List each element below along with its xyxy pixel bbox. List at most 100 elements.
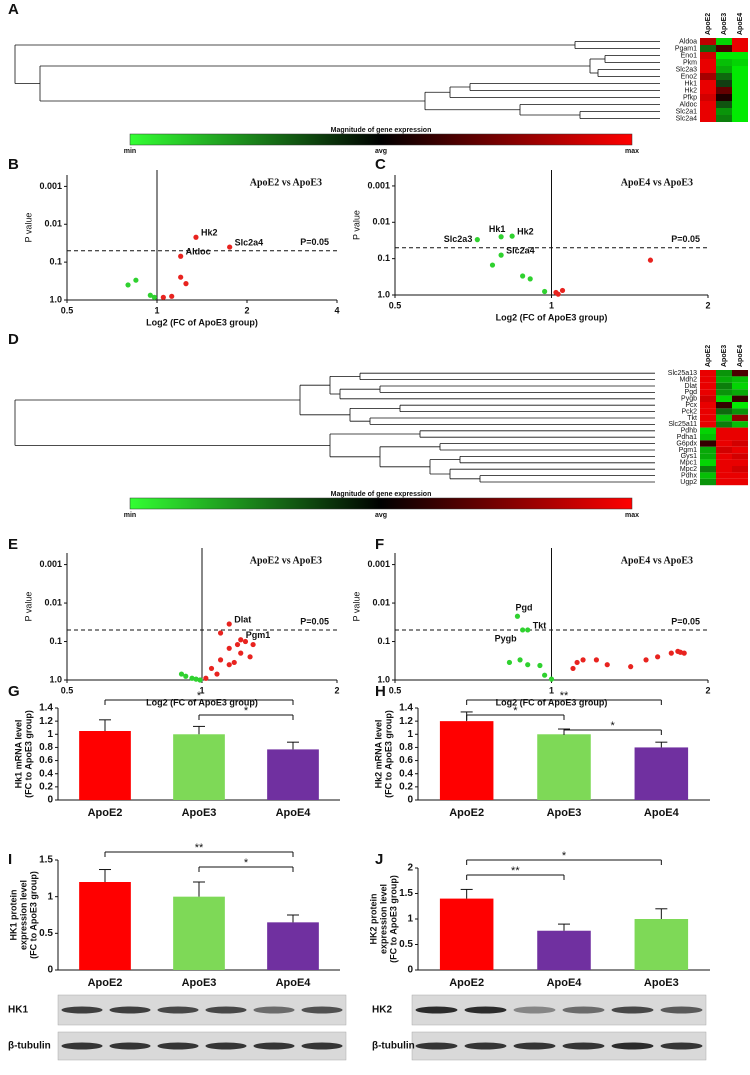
x-tick-label: 0.5 [61,685,74,695]
bar [267,749,319,800]
heatmap-cell [716,108,732,115]
colorbar-title: Magnitude of gene expression [331,127,432,134]
heatmap-cell [700,434,716,441]
row-label: Eno1 [681,52,697,59]
x-tick-label: ApoE3 [547,807,582,819]
point-label: Slc2a4 [235,237,264,247]
row-label: Pdhx [681,472,697,479]
heatmap-cell [700,108,716,115]
row-label: Pfkp [683,94,697,101]
data-point [474,237,480,243]
point-label: Hk2 [201,228,218,238]
plot-title: ApoE2 vs ApoE3 [250,177,322,188]
point-label: Hk2 [517,226,534,236]
x-tick-label: ApoE2 [449,977,484,989]
data-point [604,662,610,668]
data-point [643,657,649,663]
bar [173,734,225,800]
y-tick-label: 0.6 [39,755,53,766]
blot-band [415,1042,458,1050]
heatmap-cell [700,370,716,377]
colorbar-label: min [124,148,136,155]
bar [439,898,494,970]
data-point [498,234,504,240]
heatmap-cell [700,66,716,73]
row-label: Hk2 [685,87,698,94]
heatmap-cell [716,459,732,466]
heatmap-cell [716,38,732,45]
data-point [193,676,199,682]
data-point [227,244,233,250]
blot-band [109,1006,151,1014]
data-point [250,641,256,648]
blot-band [157,1042,199,1050]
blot-band [301,1006,343,1014]
x-tick-label: 0.5 [389,300,402,310]
heatmap-cell [716,446,732,454]
row-label: Ugp2 [680,479,697,486]
colorbar [129,497,633,510]
y-tick-label: 2 [407,863,413,874]
x-tick-label: ApoE2 [88,977,123,989]
y-tick-label: 0.01 [372,217,390,227]
data-point [203,675,209,681]
heatmap-cell [732,446,748,454]
heatmap-cell [700,376,716,383]
y-axis-label: HK2 protein [368,893,378,944]
heatmap-cell [732,370,748,377]
column-label: ApoE4 [737,345,744,367]
heatmap-cell [732,94,748,101]
heatmap-cell [716,395,732,402]
heatmap-cell [716,472,732,479]
heatmap-cell [700,115,716,122]
heatmap-cell [716,414,732,422]
x-axis-label: Log2 (FC of ApoE3 group) [496,312,608,322]
blot-band [61,1006,103,1014]
heatmap-cell [716,427,732,434]
x-tick-label: ApoE4 [276,977,312,989]
point-label: Pgd [515,603,532,613]
heatmap-cell [732,115,748,122]
row-label: Pdhb [681,428,697,435]
y-tick-label: 0.001 [39,559,62,569]
heatmap-cell [716,453,732,460]
x-axis-label: Log2 (FC of ApoE3 group) [496,697,608,707]
row-label: Slc2a1 [676,108,698,115]
data-point [559,287,566,294]
heatmap-cell [700,440,716,447]
heatmap-cell [732,395,748,402]
row-label: Pck2 [681,408,697,415]
significance-label: ** [560,690,569,702]
data-point [580,657,586,663]
heatmap-cell [716,440,732,447]
data-point [647,257,654,263]
plot-title: ApoE4 vs ApoE3 [621,555,693,566]
data-point [178,274,184,280]
row-label: Eno2 [681,73,697,80]
threshold-label: P=0.05 [300,237,329,247]
y-axis-label: Hk1 mRNA level [13,720,23,789]
heatmap-cell [732,408,748,415]
y-tick-label: 0 [47,965,53,976]
colorbar-title: Magnitude of gene expression [331,491,432,498]
bar [537,734,591,800]
heatmap-cell [732,427,748,434]
bar [537,930,591,970]
row-label: Slc2a4 [676,115,698,122]
y-tick-label: 0.2 [399,781,413,792]
row-label: Pgm1 [679,447,697,454]
panel-letter: J [375,851,383,868]
data-point [677,649,684,655]
data-point [133,277,139,283]
x-tick-label: ApoE3 [182,807,217,819]
data-point [160,294,166,300]
x-tick-label: 1 [154,305,159,315]
panel-letter: B [8,156,19,173]
y-tick-label: 0.5 [399,939,413,950]
y-tick-label: 0.5 [39,928,53,939]
column-label: ApoE4 [737,13,744,35]
blot-band [513,1042,556,1050]
data-point [489,262,496,268]
significance-label: * [562,850,567,862]
heatmap-cell [732,45,748,52]
